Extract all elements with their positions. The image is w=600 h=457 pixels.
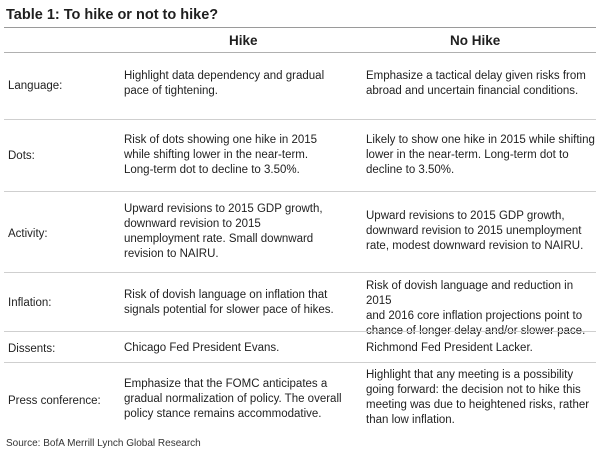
header-divider	[4, 52, 596, 53]
source-note: Source: BofA Merrill Lynch Global Resear…	[6, 438, 201, 449]
cell-language-no-hike: Emphasize a tactical delay given risks f…	[366, 70, 586, 97]
cell-dissents-no-hike: Richmond Fed President Lacker.	[366, 342, 533, 354]
row-divider	[4, 119, 596, 120]
row-label-activity: Activity:	[8, 228, 48, 240]
cell-dissents-hike: Chicago Fed President Evans.	[124, 342, 280, 354]
cell-dots-no-hike: Likely to show one hike in 2015 while sh…	[366, 134, 595, 176]
cell-inflation-no-hike: Risk of dovish language and reduction in…	[366, 280, 586, 337]
column-header-no-hike: No Hike	[450, 33, 501, 48]
cell-press-conference-hike: Emphasize that the FOMC anticipates a gr…	[124, 378, 342, 420]
row-divider	[4, 272, 596, 273]
row-label-dissents: Dissents:	[8, 343, 56, 355]
row-divider	[4, 362, 596, 363]
row-label-language: Language:	[8, 80, 63, 92]
title-divider	[4, 27, 596, 28]
cell-language-hike: Highlight data dependency and gradual pa…	[124, 70, 325, 97]
cell-dots-hike: Risk of dots showing one hike in 2015 wh…	[124, 134, 318, 176]
table-title: Table 1: To hike or not to hike?	[6, 7, 219, 23]
row-label-inflation: Inflation:	[8, 297, 52, 309]
cell-activity-hike: Upward revisions to 2015 GDP growth, dow…	[124, 203, 323, 260]
column-header-hike: Hike	[229, 33, 258, 48]
row-label-dots: Dots:	[8, 150, 35, 162]
row-label-press-conference: Press conference:	[8, 395, 101, 407]
row-divider	[4, 331, 596, 332]
row-divider	[4, 191, 596, 192]
cell-inflation-hike: Risk of dovish language on inflation tha…	[124, 289, 334, 316]
cell-activity-no-hike: Upward revisions to 2015 GDP growth, dow…	[366, 210, 584, 252]
cell-press-conference-no-hike: Highlight that any meeting is a possibil…	[366, 369, 590, 426]
